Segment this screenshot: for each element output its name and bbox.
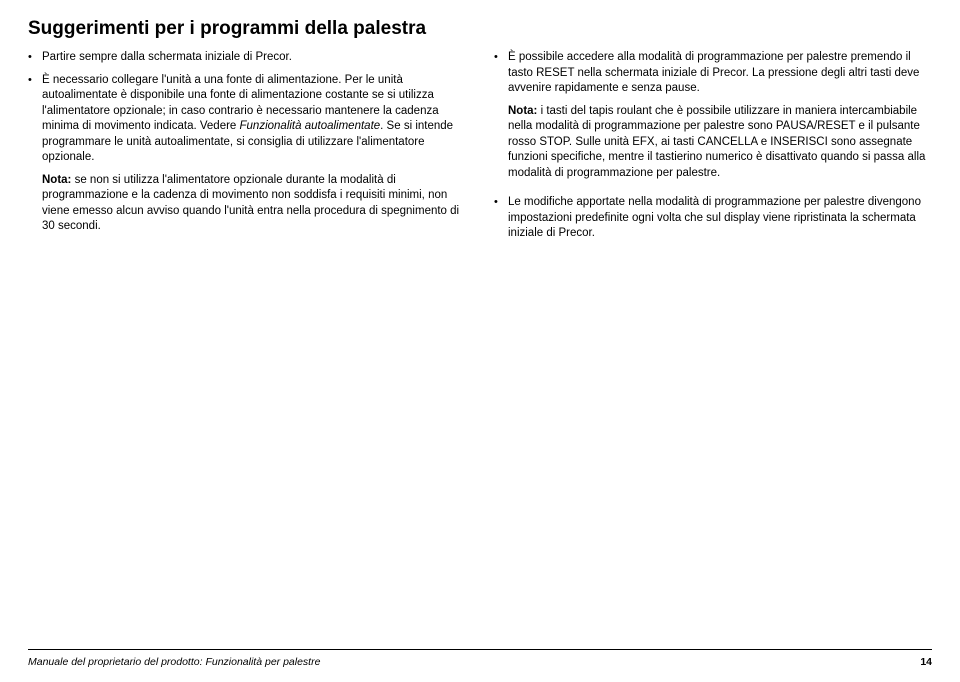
text-run: i tasti del tapis roulant che è possibil…: [508, 105, 925, 179]
right-column: • È possibile accedere alla modalità di …: [494, 50, 932, 249]
text-run-bold: Nota:: [42, 174, 71, 186]
paragraph: Nota: se non si utilizza l'alimentatore …: [42, 173, 466, 235]
two-column-layout: • Partire sempre dalla schermata inizial…: [28, 50, 932, 249]
bullet-icon: •: [494, 195, 508, 242]
bullet-icon: •: [28, 50, 42, 66]
footer-divider: [28, 649, 932, 650]
list-item: • È possibile accedere alla modalità di …: [494, 50, 932, 188]
page-footer: Manuale del proprietario del prodotto: F…: [28, 656, 932, 668]
bullet-text: Partire sempre dalla schermata iniziale …: [42, 50, 466, 66]
bullet-text: Le modifiche apportate nella modalità di…: [508, 195, 932, 242]
list-item: • Partire sempre dalla schermata inizial…: [28, 50, 466, 66]
bullet-text: È possibile accedere alla modalità di pr…: [508, 50, 932, 188]
footer-title: Manuale del proprietario del prodotto: F…: [28, 656, 320, 668]
text-run-italic: Funzionalità autoalimentate: [240, 120, 381, 132]
text-run-bold: Nota:: [508, 105, 537, 117]
paragraph: Nota: i tasti del tapis roulant che è po…: [508, 104, 932, 182]
list-item: • È necessario collegare l'unità a una f…: [28, 73, 466, 242]
left-column: • Partire sempre dalla schermata inizial…: [28, 50, 466, 249]
bullet-text: È necessario collegare l'unità a una fon…: [42, 73, 466, 242]
section-heading: Suggerimenti per i programmi della pales…: [28, 18, 932, 40]
paragraph: È possibile accedere alla modalità di pr…: [508, 50, 932, 97]
page-number: 14: [920, 656, 932, 668]
text-run: se non si utilizza l'alimentatore opzion…: [42, 174, 459, 233]
list-item: • Le modifiche apportate nella modalità …: [494, 195, 932, 242]
bullet-icon: •: [494, 50, 508, 188]
paragraph: È necessario collegare l'unità a una fon…: [42, 73, 466, 166]
bullet-icon: •: [28, 73, 42, 242]
